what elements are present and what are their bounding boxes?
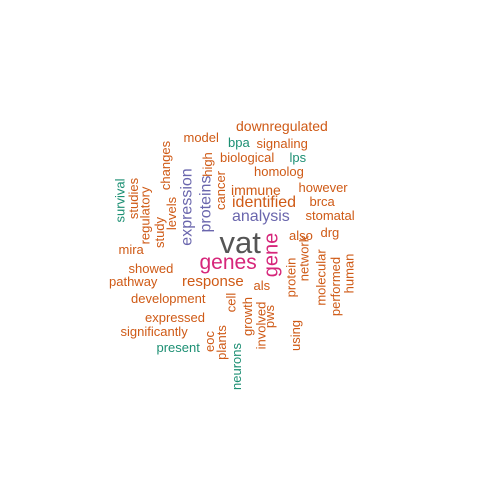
word-significantly: significantly [120, 323, 188, 339]
word-showed: showed [128, 260, 174, 276]
word-expression: expression [178, 168, 196, 246]
word-high: high [199, 151, 215, 177]
word-analysis: analysis [232, 208, 290, 225]
word-mira: mira [118, 241, 144, 257]
word-involved: involved [253, 301, 269, 349]
word-downregulated: downregulated [236, 118, 328, 134]
word-brca: brca [309, 193, 335, 209]
word-cancer: cancer [212, 170, 228, 210]
word-human: human [341, 253, 357, 293]
word-however: however [298, 179, 348, 195]
word-growth: growth [239, 296, 255, 336]
word-neurons: neurons [228, 342, 244, 390]
word-lps: lps [289, 149, 307, 165]
word-survival: survival [112, 177, 128, 223]
word-response: response [182, 272, 244, 290]
word-stomatal: stomatal [305, 207, 355, 223]
word-network: network [296, 235, 312, 281]
word-expressed: expressed [145, 309, 205, 325]
word-als: als [253, 277, 271, 293]
word-biological: biological [220, 149, 275, 165]
word-cell: cell [223, 292, 239, 312]
word-identified: identified [232, 194, 297, 211]
word-regulatory: regulatory [137, 186, 153, 244]
word-using: using [287, 319, 303, 351]
word-immune: immune [231, 182, 281, 198]
word-homolog: homolog [254, 163, 304, 179]
word-vat: vat [219, 224, 261, 260]
word-molecular: molecular [313, 248, 329, 306]
word-development: development [131, 290, 206, 306]
word-performed: performed [327, 256, 343, 316]
word-proteins: proteins [196, 175, 214, 233]
word-signaling: signaling [256, 135, 308, 151]
word-also: also [289, 227, 313, 243]
word-plants: plants [213, 324, 229, 360]
word-model: model [183, 129, 219, 145]
word-drg: drg [320, 224, 340, 240]
word-gene: gene [259, 232, 282, 278]
word-present: present [156, 339, 200, 355]
word-pathway: pathway [109, 273, 158, 289]
word-bpa: bpa [228, 134, 250, 150]
word-changes: changes [157, 140, 173, 190]
word-genes: genes [199, 250, 257, 274]
word-study: study [151, 216, 167, 248]
